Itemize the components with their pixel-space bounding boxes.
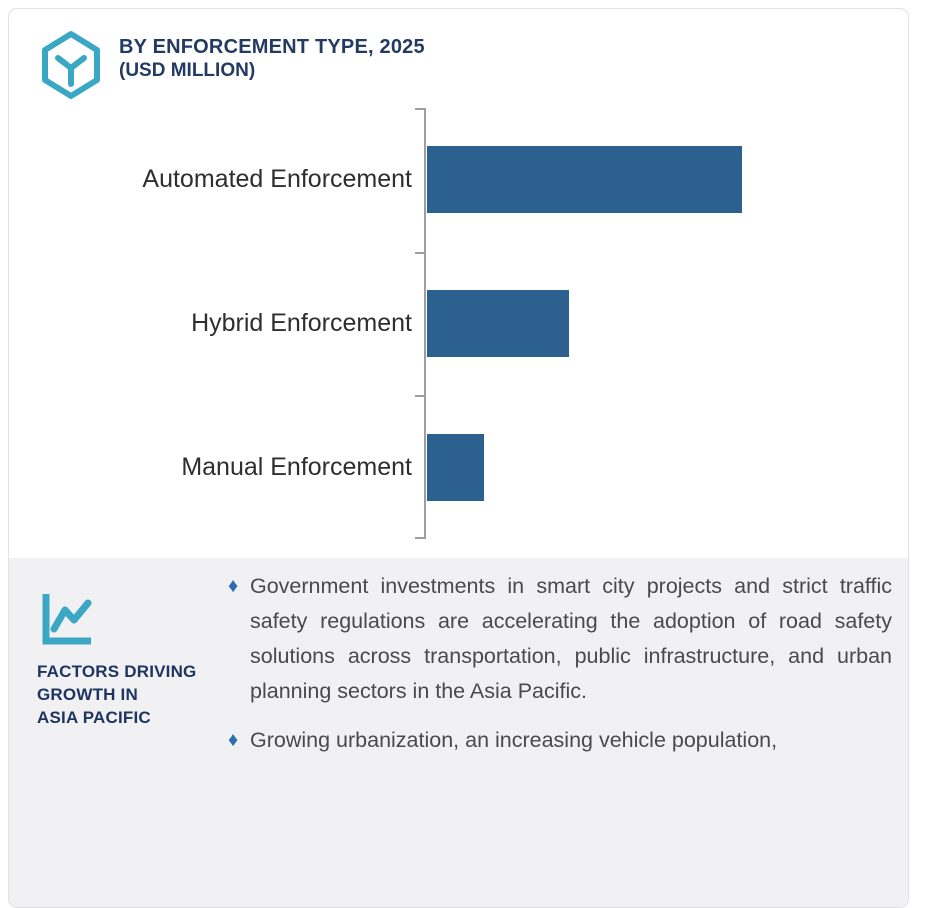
- bar-automated-enforcement: [427, 146, 742, 214]
- axis-tick: [415, 395, 424, 397]
- axis-tick: [415, 108, 424, 110]
- factor-bullet-text: Government investments in smart city pro…: [250, 574, 892, 703]
- chart-header: BY ENFORCEMENT TYPE, 2025 (USD MILLION): [9, 9, 908, 101]
- factors-bullet-list: ♦ Government investments in smart city pr…: [228, 569, 892, 772]
- factors-heading-line: GROWTH IN: [37, 685, 138, 704]
- factors-heading-line: FACTORS DRIVING: [37, 662, 197, 681]
- chart-row: Hybrid Enforcement: [9, 252, 908, 396]
- factors-heading: FACTORS DRIVING GROWTH IN ASIA PACIFIC: [37, 660, 196, 729]
- report-card: BY ENFORCEMENT TYPE, 2025 (USD MILLION) …: [8, 8, 909, 908]
- diamond-bullet-icon: ♦: [228, 729, 239, 751]
- hexagon-cube-icon: [42, 31, 100, 99]
- chart-title: BY ENFORCEMENT TYPE, 2025: [119, 36, 425, 58]
- bar-manual-enforcement: [427, 433, 484, 501]
- factors-heading-line: ASIA PACIFIC: [37, 708, 151, 727]
- diamond-bullet-icon: ♦: [228, 575, 239, 597]
- axis-tick: [415, 252, 424, 254]
- category-label: Automated Enforcement: [142, 165, 412, 194]
- factor-bullet: ♦ Government investments in smart city pr…: [228, 569, 892, 709]
- category-label: Hybrid Enforcement: [191, 308, 412, 337]
- factors-panel: FACTORS DRIVING GROWTH IN ASIA PACIFIC ♦…: [9, 558, 908, 907]
- factor-bullet-text: Growing urbanization, an increasing vehi…: [250, 728, 778, 752]
- axis-tick: [415, 537, 424, 539]
- chart-row: Manual Enforcement: [9, 395, 908, 539]
- chart-subtitle: (USD MILLION): [119, 60, 256, 81]
- chart-row: Automated Enforcement: [9, 108, 908, 252]
- bar-chart: Automated Enforcement Hybrid Enforcement M…: [9, 108, 908, 539]
- bar-hybrid-enforcement: [427, 289, 569, 357]
- category-label: Manual Enforcement: [181, 452, 412, 481]
- category-axis-line: [424, 108, 426, 539]
- factor-bullet: ♦ Growing urbanization, an increasing veh…: [228, 723, 892, 758]
- trend-chart-icon: [42, 594, 92, 645]
